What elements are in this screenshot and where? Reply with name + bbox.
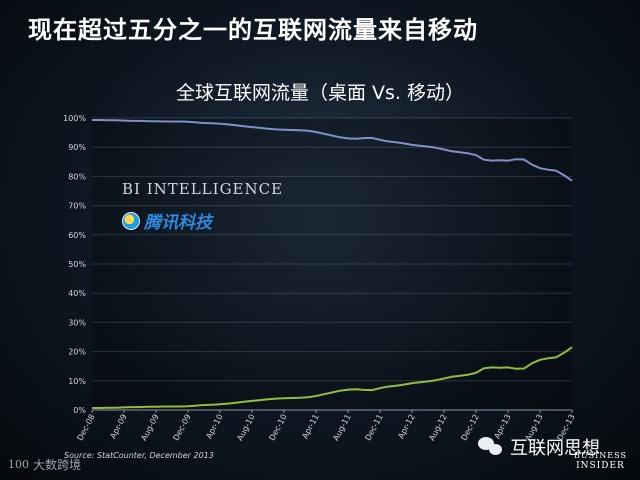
x-tick-label: Apr-09: [108, 413, 128, 441]
x-tick-label: Apr-11: [300, 413, 320, 441]
y-tick-label: 90%: [68, 143, 86, 152]
series-line-desktop: [92, 119, 573, 182]
dashu-watermark: 100 大数跨境: [8, 456, 81, 473]
y-tick-label: 0%: [73, 406, 86, 415]
watermark-text: 大数跨境: [33, 458, 82, 472]
y-tick-label: 20%: [68, 348, 86, 357]
wechat-account-name: 互联网思想: [510, 438, 600, 459]
chart-title: 全球互联网流量（桌面 Vs. 移动）: [175, 82, 465, 104]
y-tick-label: 70%: [68, 202, 86, 211]
chart-source: Source: StatCounter, December 2013: [64, 451, 214, 460]
tencent-tech-label: 腾讯科技: [144, 213, 212, 233]
chart-series: [92, 119, 573, 409]
y-axis-ticks: 0% 10% 20% 30% 40% 50% 60% 70% 80% 90% 100%: [63, 114, 86, 415]
y-tick-label: 100%: [63, 114, 86, 123]
bi-intelligence-watermark: BI INTELLIGENCE: [122, 180, 284, 198]
x-tick-label: Aug-10: [235, 413, 256, 443]
x-tick-label: Aug-12: [427, 413, 448, 443]
x-tick-label: Apr-10: [204, 413, 224, 441]
x-tick-label: Dec-09: [171, 413, 192, 442]
series-line-mobile: [92, 346, 573, 409]
x-tick-label: Aug-09: [139, 413, 160, 443]
y-tick-label: 60%: [68, 231, 86, 240]
x-tick-label: Dec-10: [267, 413, 288, 442]
y-tick-label: 80%: [68, 172, 86, 181]
bi-logo-line1: BUSINESS: [574, 451, 627, 460]
tencent-tech-watermark: 腾讯科技: [122, 208, 212, 233]
x-tick-label: Apr-12: [396, 413, 416, 441]
tencent-logo-icon: [122, 211, 140, 230]
plot-area: [92, 118, 572, 410]
wechat-icon: [478, 437, 504, 457]
x-tick-label: Aug-11: [331, 413, 352, 443]
bi-logo-line2: INSIDER: [576, 461, 625, 471]
y-tick-label: 50%: [68, 260, 86, 269]
business-insider-logo: BUSINESS INSIDER: [574, 452, 627, 471]
y-tick-label: 10%: [68, 377, 86, 386]
chart-grid: [92, 117, 572, 411]
page-headline: 现在超过五分之一的互联网流量来自移动: [28, 16, 478, 44]
wechat-account: 互联网思想: [478, 434, 600, 460]
x-tick-label: Dec-11: [363, 413, 384, 442]
y-tick-label: 40%: [68, 289, 86, 298]
x-tick-label: Dec-08: [75, 413, 96, 442]
y-tick-label: 30%: [68, 318, 86, 327]
watermark-logo: 100: [8, 458, 29, 471]
